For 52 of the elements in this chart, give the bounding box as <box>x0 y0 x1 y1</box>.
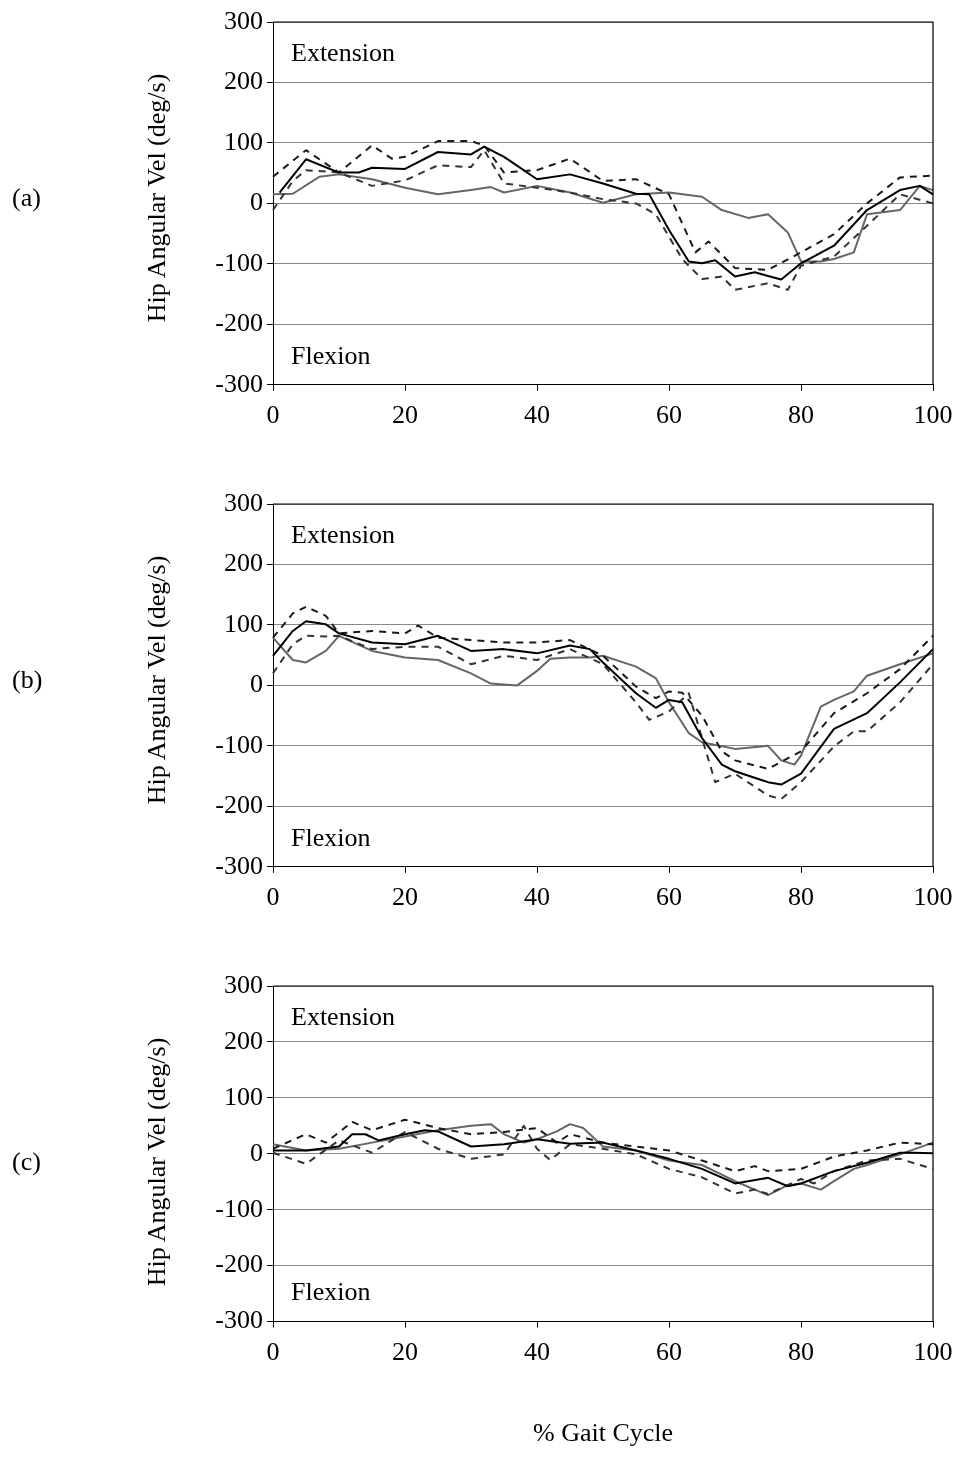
y-axis-title: Hip Angular Vel (deg/s) <box>141 1036 172 1289</box>
x-axis-title: % Gait Cycle <box>532 1418 674 1448</box>
y-tick-label: -300 <box>215 850 263 880</box>
x-tick-label: 80 <box>788 882 814 912</box>
x-tick-label: 60 <box>656 882 682 912</box>
x-tick-label: 20 <box>392 400 418 430</box>
y-tick-label: 0 <box>250 1137 263 1167</box>
x-tick-label: 60 <box>656 400 682 430</box>
y-tick-label: -100 <box>215 1193 263 1223</box>
annotation: Extension <box>291 37 395 67</box>
y-tick-label: 300 <box>224 5 263 35</box>
x-tick-label: 20 <box>392 1337 418 1367</box>
y-tick-label: 0 <box>250 187 263 217</box>
y-axis-title: Hip Angular Vel (deg/s) <box>141 554 172 807</box>
text: (c) <box>12 1146 41 1178</box>
x-tick-label: 100 <box>913 1337 953 1367</box>
annotation: Flexion <box>291 340 371 370</box>
x-tick-label: 40 <box>524 882 550 912</box>
y-tick-label: 200 <box>224 548 263 578</box>
annotation: Extension <box>291 519 395 549</box>
y-axis-title: Hip Angular Vel (deg/s) <box>141 72 172 325</box>
y-tick-label: 200 <box>224 1025 263 1055</box>
x-tick-label: 80 <box>788 1337 814 1367</box>
annotation: Flexion <box>291 822 371 852</box>
y-tick-label: 300 <box>224 487 263 517</box>
x-tick-label: 20 <box>392 882 418 912</box>
x-tick-label: 80 <box>788 400 814 430</box>
y-tick-label: 0 <box>250 669 263 699</box>
y-tick-label: -300 <box>215 368 263 398</box>
y-tick-label: -100 <box>215 247 263 277</box>
x-tick-label: 40 <box>524 1337 550 1367</box>
y-tick-label: 200 <box>224 66 263 96</box>
text: (b) <box>12 664 43 696</box>
y-tick-label: 100 <box>224 608 263 638</box>
annotation: Flexion <box>291 1277 371 1307</box>
y-tick-label: -200 <box>215 1249 263 1279</box>
y-tick-label: -300 <box>215 1305 263 1335</box>
text: (a) <box>12 182 41 214</box>
line-series <box>272 605 934 770</box>
y-tick-label: 300 <box>224 969 263 999</box>
x-tick-label: 60 <box>656 1337 682 1367</box>
annotation: Extension <box>291 1001 395 1031</box>
y-tick-label: 100 <box>224 126 263 156</box>
y-tick-label: 100 <box>224 1081 263 1111</box>
line-series <box>272 634 934 801</box>
x-tick-label: 40 <box>524 400 550 430</box>
x-tick-label: 100 <box>913 400 953 430</box>
x-tick-label: 100 <box>913 882 953 912</box>
y-tick-label: -200 <box>215 790 263 820</box>
line-series <box>272 1118 934 1173</box>
y-tick-label: -100 <box>215 729 263 759</box>
y-tick-label: -200 <box>215 308 263 338</box>
